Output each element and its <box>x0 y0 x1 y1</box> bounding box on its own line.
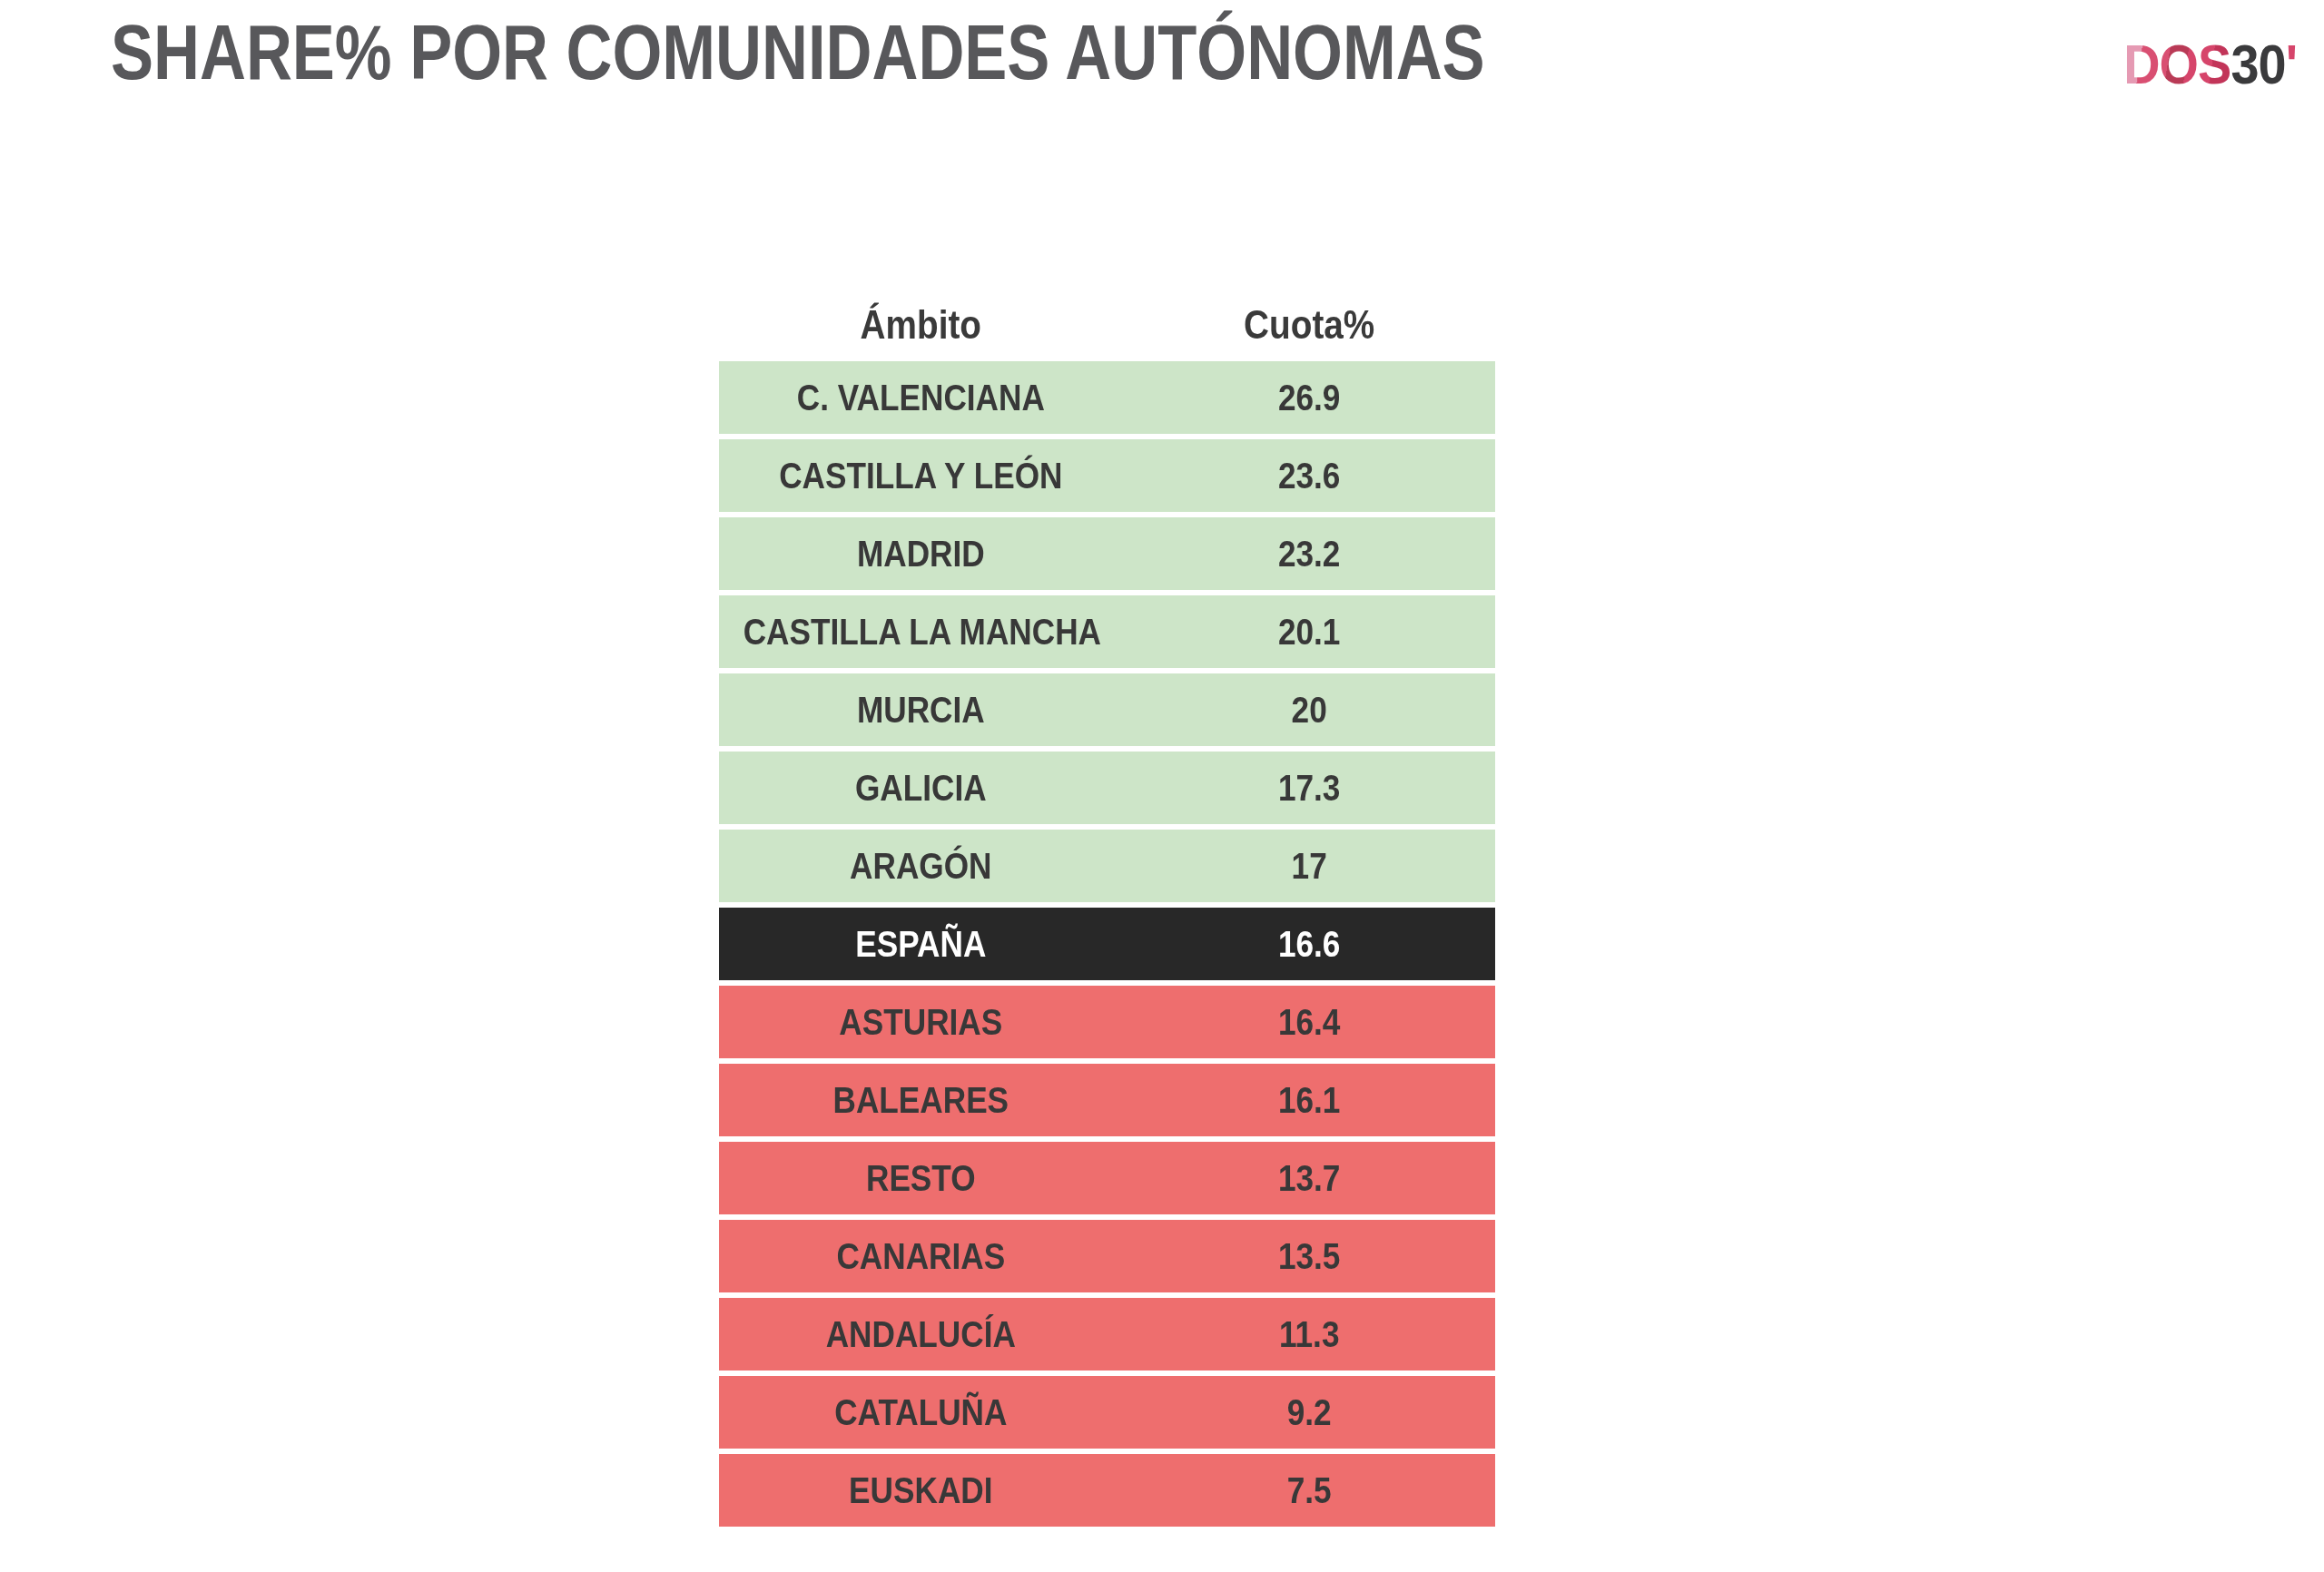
table-row-castilla-la-mancha: CASTILLA LA MANCHA 20.1 <box>719 595 1495 668</box>
region-label: EUSKADI <box>743 1470 1098 1511</box>
logo-dos-text: DOS <box>2123 33 2230 95</box>
cuota-value: 23.2 <box>1145 534 1472 575</box>
cuota-value: 16.4 <box>1145 1002 1472 1043</box>
table-row-euskadi: EUSKADI 7.5 <box>719 1454 1495 1527</box>
cuota-value: 9.2 <box>1145 1392 1472 1433</box>
region-label: GALICIA <box>743 768 1098 809</box>
cuota-value: 17 <box>1145 846 1472 887</box>
table-row-baleares: BALEARES 16.1 <box>719 1064 1495 1136</box>
cuota-value: 16.6 <box>1145 924 1472 965</box>
table-row-asturias: ASTURIAS 16.4 <box>719 986 1495 1058</box>
cuota-value: 13.5 <box>1145 1236 1472 1277</box>
region-label: CASTILLA LA MANCHA <box>743 612 1098 653</box>
cuota-value: 20 <box>1145 690 1472 731</box>
logo-apostrophe: ' <box>2286 33 2297 95</box>
region-label: ASTURIAS <box>743 1002 1098 1043</box>
cuota-value: 17.3 <box>1145 768 1472 809</box>
table-row-resto: RESTO 13.7 <box>719 1142 1495 1214</box>
cuota-value: 26.9 <box>1145 378 1472 418</box>
table-row-murcia: MURCIA 20 <box>719 673 1495 746</box>
slide: SHARE% POR COMUNIDADES AUTÓNOMAS DOS30' … <box>0 0 2324 1572</box>
column-header-ambito: Ámbito <box>743 302 1098 348</box>
table-row-madrid: MADRID 23.2 <box>719 517 1495 590</box>
region-label: CANARIAS <box>743 1236 1098 1277</box>
column-header-cuota: Cuota% <box>1145 302 1472 348</box>
cuota-value: 23.6 <box>1145 456 1472 496</box>
region-label: ESPAÑA <box>743 924 1098 965</box>
region-label: CASTILLA Y LEÓN <box>743 456 1098 496</box>
cuota-value: 16.1 <box>1145 1080 1472 1121</box>
table-header-row: Ámbito Cuota% <box>719 300 1495 350</box>
region-label: CATALUÑA <box>743 1392 1098 1433</box>
table-row-andalucia: ANDALUCÍA 11.3 <box>719 1298 1495 1371</box>
region-label: BALEARES <box>743 1080 1098 1121</box>
region-label: C. VALENCIANA <box>743 378 1098 418</box>
region-label: ANDALUCÍA <box>743 1314 1098 1355</box>
table-row-canarias: CANARIAS 13.5 <box>719 1220 1495 1292</box>
region-label: RESTO <box>743 1158 1098 1199</box>
region-label: MURCIA <box>743 690 1098 731</box>
table-row-c-valenciana: C. VALENCIANA 26.9 <box>719 361 1495 434</box>
region-label: ARAGÓN <box>743 846 1098 887</box>
table-row-galicia: GALICIA 17.3 <box>719 752 1495 824</box>
share-table: Ámbito Cuota% C. VALENCIANA 26.9 CASTILLA … <box>719 300 1495 1527</box>
table-row-espana: ESPAÑA 16.6 <box>719 908 1495 980</box>
cuota-value: 11.3 <box>1145 1314 1472 1355</box>
table-row-castilla-y-leon: CASTILLA Y LEÓN 23.6 <box>719 439 1495 512</box>
table-body: C. VALENCIANA 26.9 CASTILLA Y LEÓN 23.6 MADR… <box>719 361 1495 1527</box>
cuota-value: 7.5 <box>1145 1470 1472 1511</box>
dos30-logo: DOS30' <box>2123 36 2297 93</box>
cuota-value: 13.7 <box>1145 1158 1472 1199</box>
region-label: MADRID <box>743 534 1098 575</box>
page-title: SHARE% POR COMUNIDADES AUTÓNOMAS <box>111 7 1485 97</box>
table-row-cataluna: CATALUÑA 9.2 <box>719 1376 1495 1449</box>
cuota-value: 20.1 <box>1145 612 1472 653</box>
logo-30-text: 30 <box>2230 33 2285 95</box>
table-row-aragon: ARAGÓN 17 <box>719 830 1495 902</box>
